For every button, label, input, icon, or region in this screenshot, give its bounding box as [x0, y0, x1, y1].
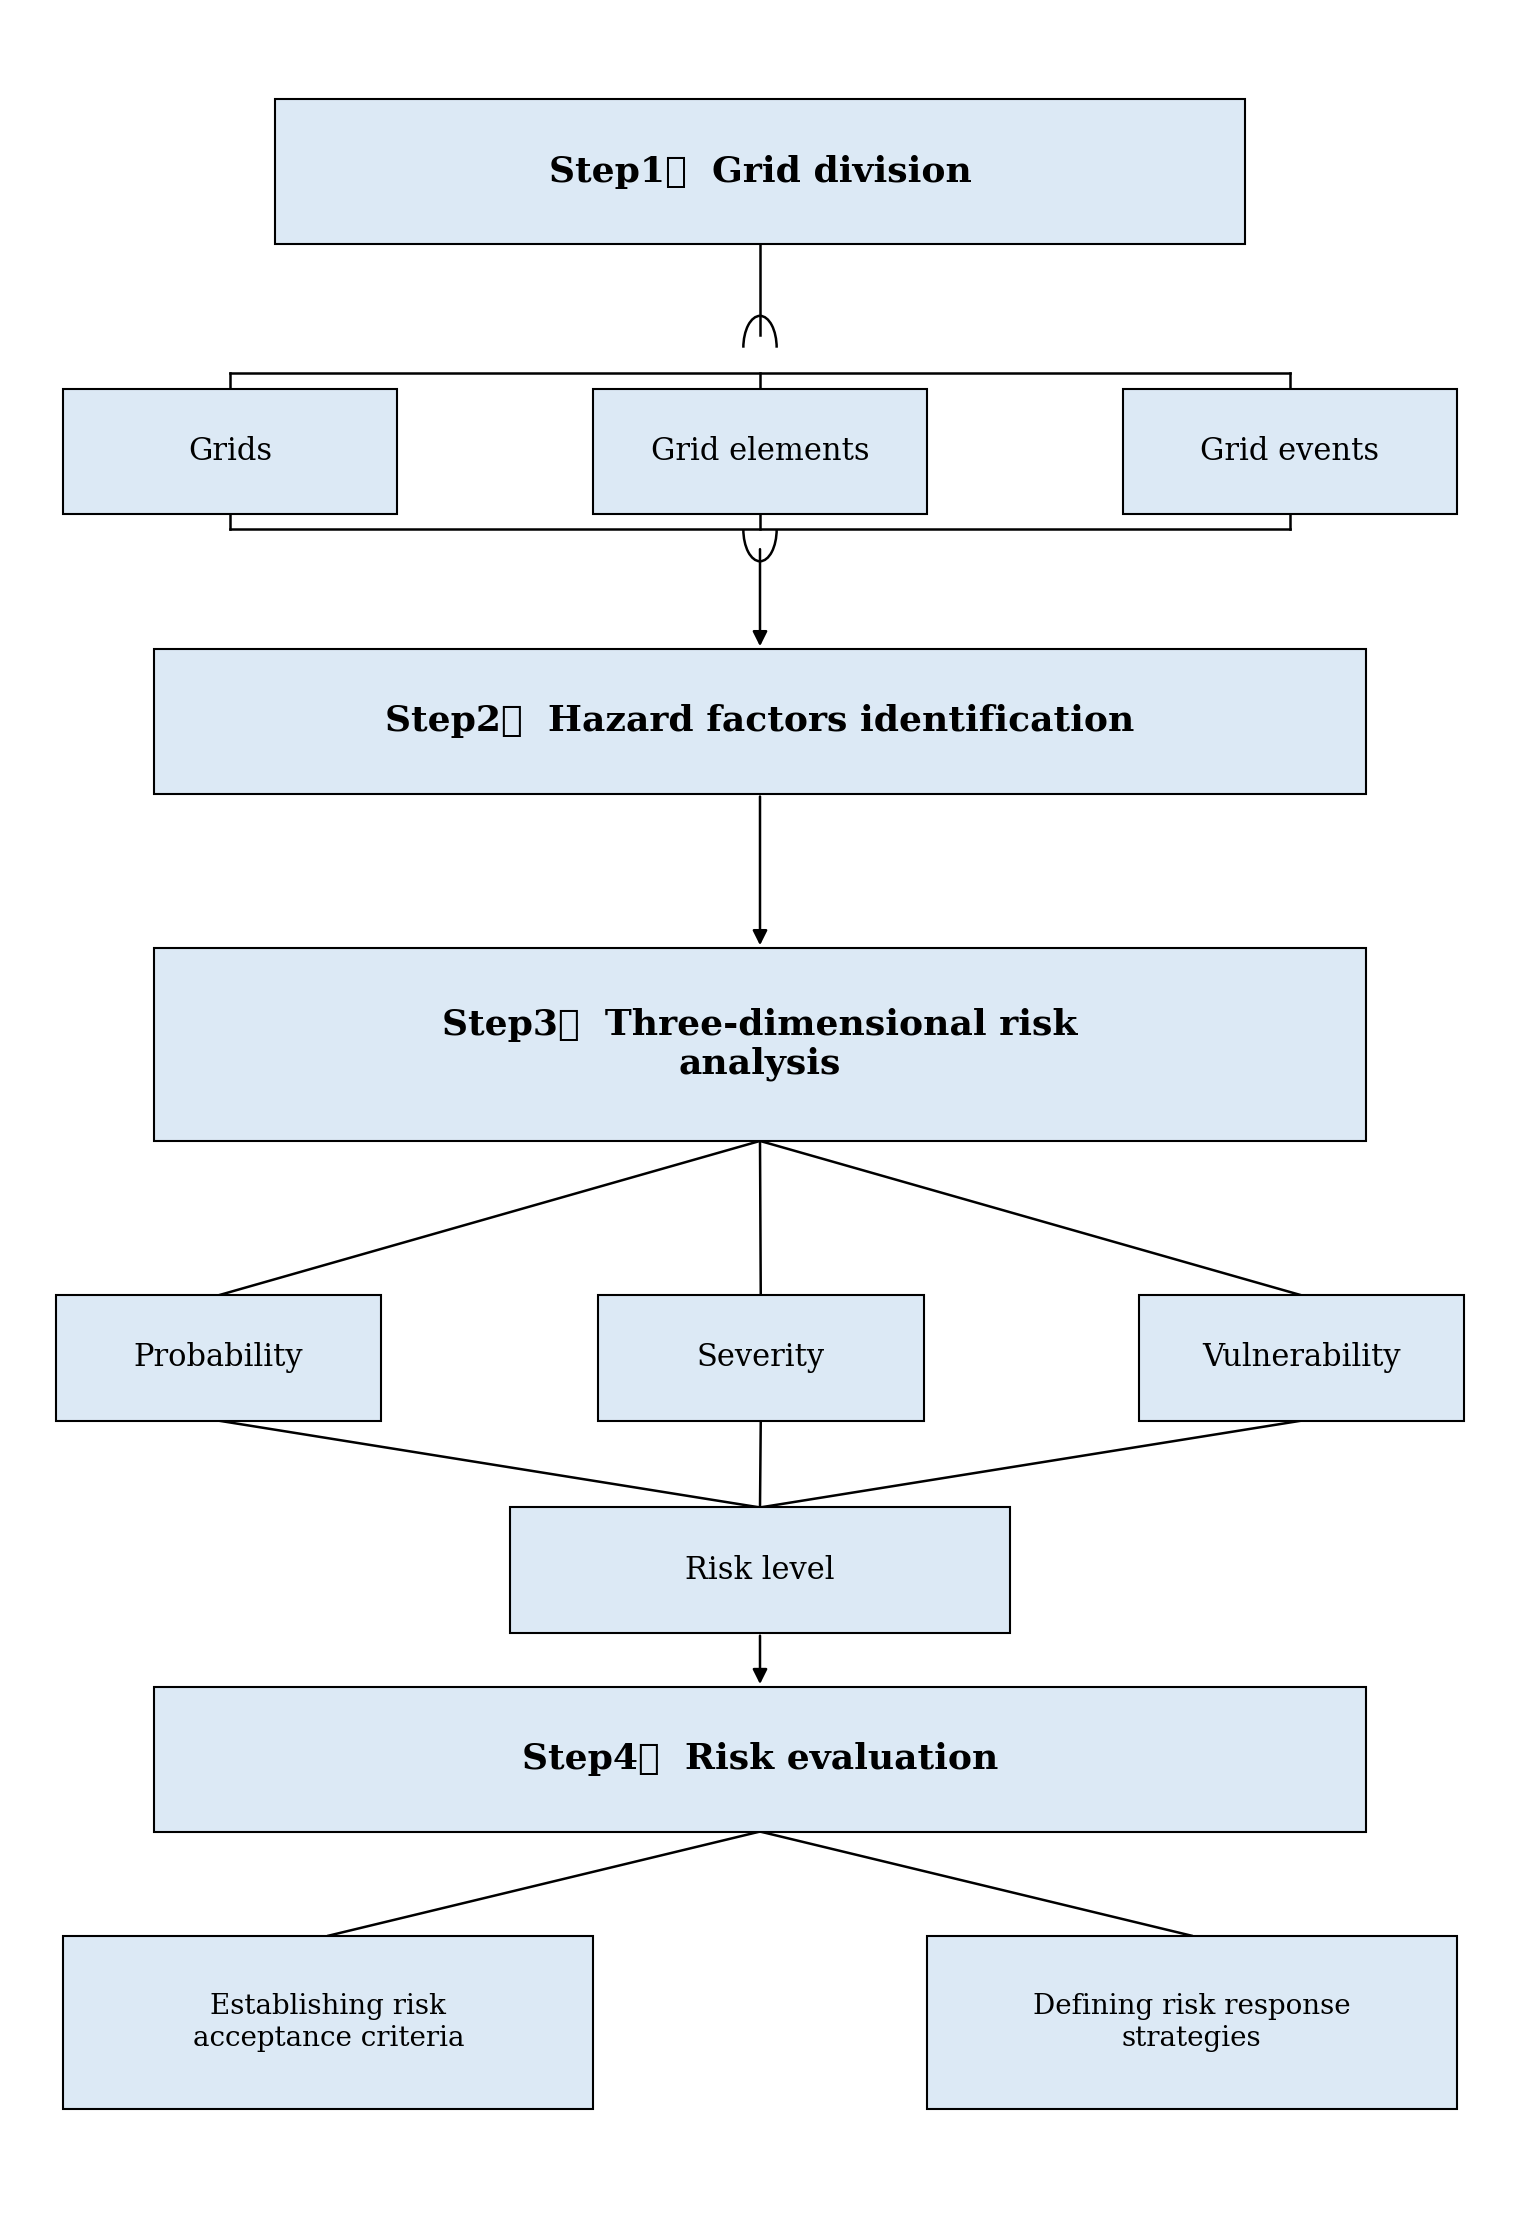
Text: Step3：  Three-dimensional risk
analysis: Step3： Three-dimensional risk analysis [442, 1007, 1078, 1081]
FancyBboxPatch shape [1138, 1294, 1464, 1421]
FancyBboxPatch shape [56, 1294, 382, 1421]
Text: Severity: Severity [696, 1343, 825, 1374]
Text: Grid elements: Grid elements [651, 436, 869, 467]
Text: Step4：  Risk evaluation: Step4： Risk evaluation [521, 1741, 999, 1777]
FancyBboxPatch shape [154, 1686, 1366, 1833]
FancyBboxPatch shape [154, 947, 1366, 1141]
Text: Grids: Grids [188, 436, 272, 467]
Text: Step1：  Grid division: Step1： Grid division [549, 156, 971, 189]
FancyBboxPatch shape [154, 649, 1366, 794]
FancyBboxPatch shape [275, 100, 1245, 245]
FancyBboxPatch shape [593, 389, 927, 514]
FancyBboxPatch shape [64, 389, 397, 514]
Text: Vulnerability: Vulnerability [1202, 1343, 1401, 1374]
Text: Step2：  Hazard factors identification: Step2： Hazard factors identification [385, 705, 1135, 738]
Text: Risk level: Risk level [686, 1555, 834, 1586]
Text: Grid events: Grid events [1201, 436, 1380, 467]
FancyBboxPatch shape [511, 1508, 1009, 1632]
FancyBboxPatch shape [927, 1935, 1456, 2108]
Text: Probability: Probability [134, 1343, 304, 1374]
FancyBboxPatch shape [1123, 389, 1456, 514]
FancyBboxPatch shape [64, 1935, 593, 2108]
FancyBboxPatch shape [597, 1294, 924, 1421]
Text: Establishing risk
acceptance criteria: Establishing risk acceptance criteria [193, 1993, 464, 2051]
Text: Defining risk response
strategies: Defining risk response strategies [1032, 1993, 1350, 2051]
